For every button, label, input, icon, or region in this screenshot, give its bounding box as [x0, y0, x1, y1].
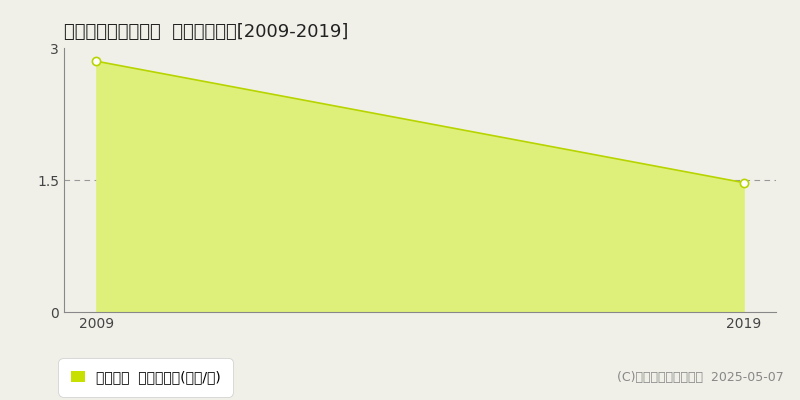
Text: うきは市吉井町江南  土地価格推移[2009-2019]: うきは市吉井町江南 土地価格推移[2009-2019] [64, 23, 348, 41]
Point [90, 58, 102, 64]
Legend: 土地価格  平均坪単価(万円/坪): 土地価格 平均坪単価(万円/坪) [64, 363, 228, 391]
Point [738, 180, 750, 186]
Text: (C)土地価格ドットコム  2025-05-07: (C)土地価格ドットコム 2025-05-07 [618, 371, 784, 384]
